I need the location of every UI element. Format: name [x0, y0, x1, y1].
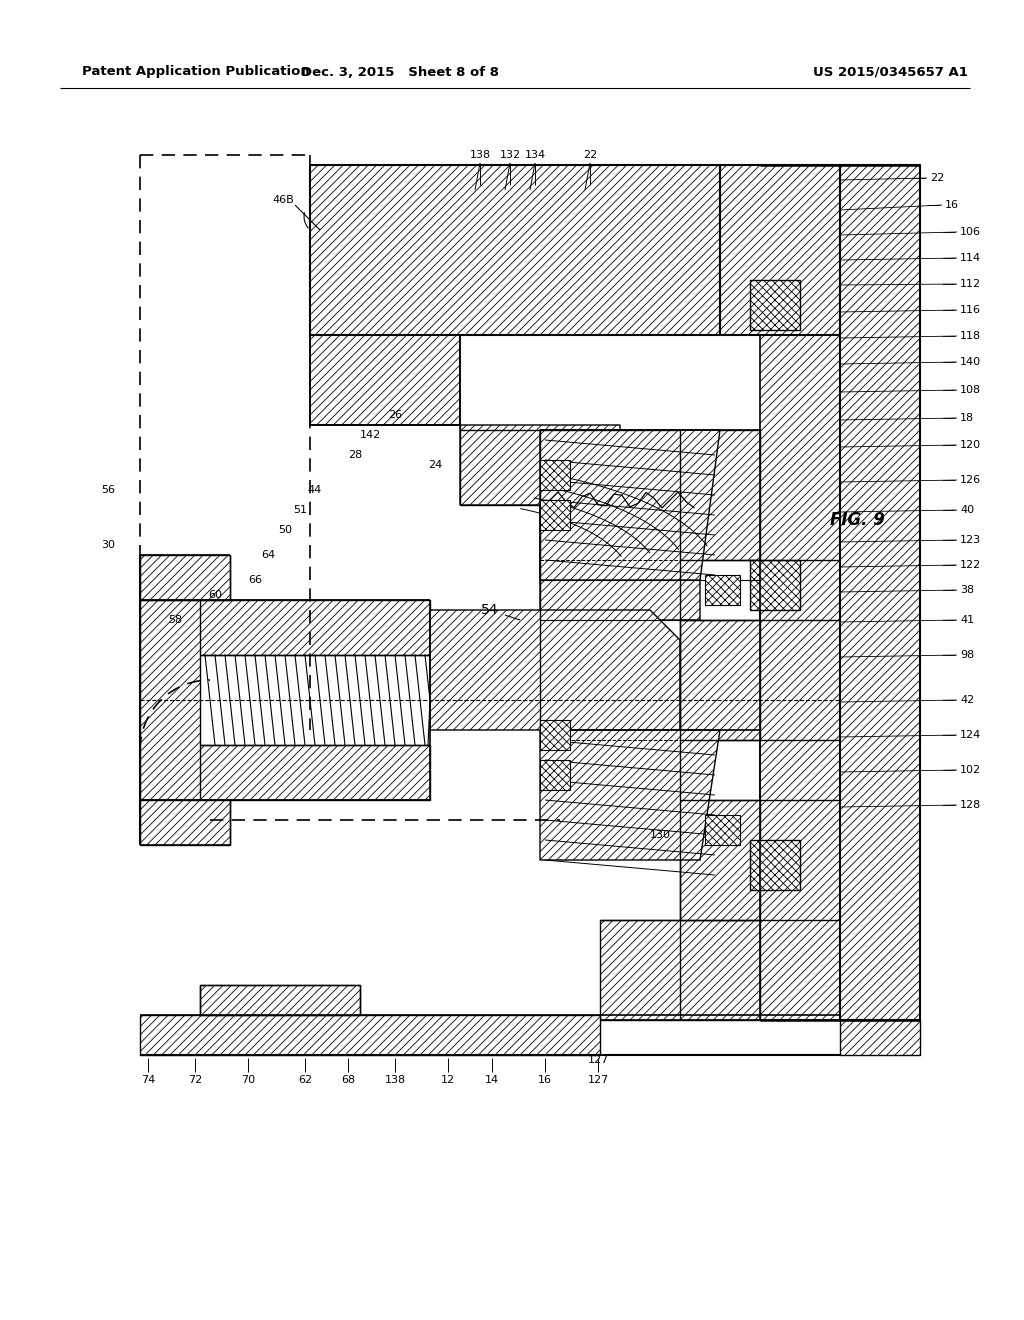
Polygon shape: [680, 430, 760, 560]
Polygon shape: [140, 601, 200, 800]
Text: 112: 112: [961, 279, 981, 289]
Polygon shape: [840, 1020, 920, 1055]
Text: 50: 50: [278, 525, 292, 535]
Polygon shape: [310, 335, 460, 425]
Text: 12: 12: [441, 1074, 455, 1085]
Text: 66: 66: [248, 576, 262, 585]
Polygon shape: [680, 800, 760, 920]
Text: 38: 38: [961, 585, 974, 595]
Text: 58: 58: [168, 615, 182, 624]
Text: 70: 70: [241, 1074, 255, 1085]
Text: 72: 72: [187, 1074, 202, 1085]
Text: 142: 142: [359, 430, 381, 440]
Polygon shape: [200, 985, 360, 1015]
Polygon shape: [840, 165, 920, 1020]
Text: 120: 120: [961, 440, 981, 450]
Text: 30: 30: [101, 540, 115, 550]
Text: 46B: 46B: [272, 195, 294, 205]
Polygon shape: [540, 730, 720, 861]
Text: 42: 42: [961, 696, 974, 705]
Text: 60: 60: [208, 590, 222, 601]
Text: 24: 24: [428, 459, 442, 470]
Text: 18: 18: [961, 413, 974, 422]
Polygon shape: [540, 430, 720, 579]
Text: 41: 41: [961, 615, 974, 624]
Text: 108: 108: [961, 385, 981, 395]
Text: 106: 106: [961, 227, 981, 238]
Text: Patent Application Publication: Patent Application Publication: [82, 66, 309, 78]
Text: 126: 126: [961, 475, 981, 484]
Text: 51: 51: [293, 506, 307, 515]
Polygon shape: [600, 920, 760, 1020]
Text: 102: 102: [961, 766, 981, 775]
Text: 40: 40: [961, 506, 974, 515]
Polygon shape: [720, 165, 840, 335]
Text: 127: 127: [588, 1074, 608, 1085]
Polygon shape: [430, 610, 680, 730]
Text: 122: 122: [961, 560, 981, 570]
Text: 114: 114: [961, 253, 981, 263]
Text: 138: 138: [469, 150, 490, 160]
Text: 54: 54: [481, 603, 499, 616]
Polygon shape: [750, 560, 800, 610]
Text: 62: 62: [298, 1074, 312, 1085]
Text: 14: 14: [485, 1074, 499, 1085]
Text: 138: 138: [384, 1074, 406, 1085]
Polygon shape: [705, 814, 740, 845]
Text: 124: 124: [961, 730, 981, 741]
Polygon shape: [540, 500, 570, 531]
Polygon shape: [460, 425, 700, 620]
Text: 128: 128: [961, 800, 981, 810]
Polygon shape: [140, 800, 230, 845]
Polygon shape: [760, 335, 840, 1020]
Polygon shape: [750, 280, 800, 330]
Text: 16: 16: [945, 201, 959, 210]
Text: FIG. 9: FIG. 9: [830, 511, 885, 529]
Text: 16: 16: [538, 1074, 552, 1085]
Polygon shape: [540, 760, 570, 789]
Polygon shape: [310, 165, 720, 335]
Text: 130: 130: [649, 830, 671, 840]
Polygon shape: [705, 576, 740, 605]
Text: Dec. 3, 2015   Sheet 8 of 8: Dec. 3, 2015 Sheet 8 of 8: [301, 66, 499, 78]
Text: 132: 132: [500, 150, 520, 160]
Text: 22: 22: [930, 173, 944, 183]
Text: 22: 22: [583, 150, 597, 160]
Text: 116: 116: [961, 305, 981, 315]
Polygon shape: [680, 620, 760, 741]
Text: 28: 28: [348, 450, 362, 459]
Text: 140: 140: [961, 356, 981, 367]
Text: 56: 56: [101, 484, 115, 495]
Text: 98: 98: [961, 649, 974, 660]
Text: 127: 127: [588, 1055, 608, 1065]
Text: 64: 64: [261, 550, 275, 560]
Text: 134: 134: [524, 150, 546, 160]
Polygon shape: [540, 719, 570, 750]
Text: 74: 74: [141, 1074, 155, 1085]
Text: US 2015/0345657 A1: US 2015/0345657 A1: [813, 66, 968, 78]
Polygon shape: [140, 1015, 600, 1055]
Polygon shape: [750, 840, 800, 890]
Polygon shape: [140, 554, 230, 601]
Polygon shape: [140, 601, 430, 655]
Text: 123: 123: [961, 535, 981, 545]
Polygon shape: [140, 744, 430, 800]
Text: 26: 26: [388, 411, 402, 420]
Text: 118: 118: [961, 331, 981, 341]
Polygon shape: [540, 459, 570, 490]
Text: 44: 44: [308, 484, 323, 495]
Text: 68: 68: [341, 1074, 355, 1085]
